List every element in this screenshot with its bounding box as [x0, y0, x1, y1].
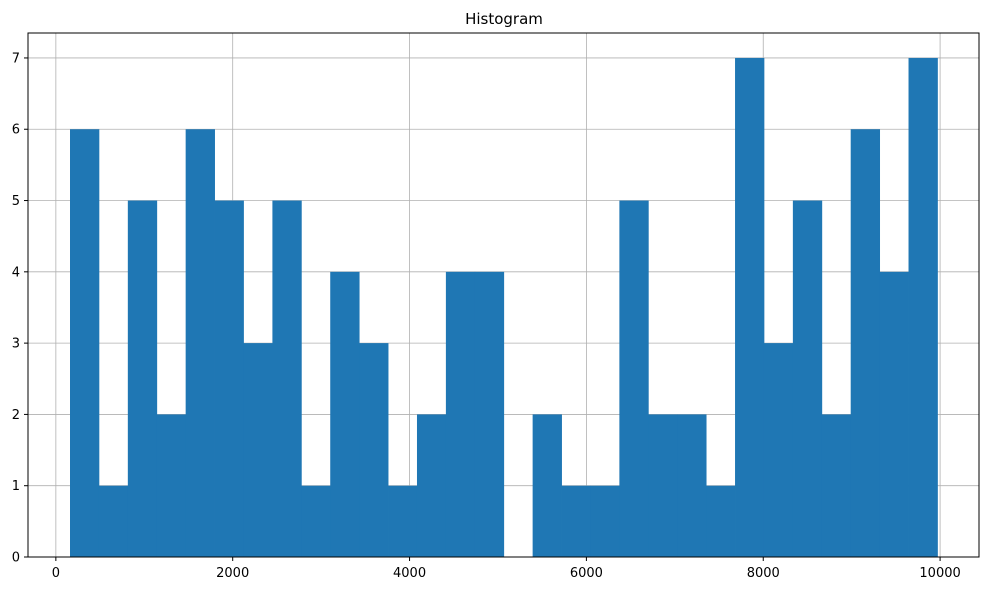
- y-tick-label: 3: [12, 337, 20, 352]
- chart-title: Histogram: [465, 10, 543, 28]
- histogram-bar: [445, 271, 476, 557]
- y-tick-label: 7: [12, 51, 20, 66]
- x-tick-label: 10000: [919, 566, 960, 581]
- y-axis-ticks: 0 1 2 3 4 5 6 7: [12, 51, 28, 566]
- histogram-bar: [185, 129, 215, 557]
- y-tick-label: 5: [12, 194, 20, 209]
- histogram-bar: [214, 200, 244, 557]
- histogram-bar: [908, 57, 938, 557]
- y-tick-label: 6: [12, 123, 20, 138]
- histogram-bar: [474, 271, 505, 557]
- histogram-bar: [648, 414, 678, 557]
- plot-frame: [27, 32, 980, 558]
- x-tick-label: 0: [52, 566, 60, 581]
- histogram-bar: [763, 343, 794, 557]
- histogram-bar: [127, 200, 158, 557]
- x-tick-label: 6000: [570, 566, 603, 581]
- histogram-bar: [677, 414, 707, 557]
- histogram-bar: [532, 414, 562, 557]
- histogram-bar: [301, 485, 331, 557]
- histogram-bar: [156, 414, 187, 557]
- histogram-bar: [619, 200, 649, 557]
- y-tick-label: 2: [12, 408, 20, 423]
- y-tick-label: 4: [12, 265, 20, 280]
- histogram-bar: [272, 200, 302, 557]
- histogram-bar: [590, 485, 620, 557]
- histogram-bar: [330, 271, 360, 557]
- histogram-bar: [388, 485, 418, 557]
- histogram-bar: [850, 129, 881, 557]
- x-tick-label: 8000: [747, 566, 780, 581]
- histogram-bar: [359, 343, 389, 557]
- histogram-bars: [70, 57, 938, 557]
- x-tick-label: 4000: [393, 566, 426, 581]
- histogram-bar: [416, 414, 447, 557]
- histogram-bar: [706, 485, 736, 557]
- y-tick-label: 0: [12, 551, 20, 566]
- histogram-bar: [98, 485, 129, 557]
- histogram-bar: [243, 343, 273, 557]
- histogram-bar: [70, 129, 100, 557]
- histogram-bar: [879, 271, 909, 557]
- histogram-bar: [735, 57, 765, 557]
- x-tick-label: 2000: [216, 566, 249, 581]
- x-axis-ticks: 0 2000 4000 6000 8000 10000: [52, 557, 961, 581]
- histogram-bar: [561, 485, 591, 557]
- histogram-bar: [821, 414, 852, 557]
- axes: [27, 32, 980, 558]
- y-tick-label: 1: [12, 479, 20, 494]
- histogram-bar: [792, 200, 823, 557]
